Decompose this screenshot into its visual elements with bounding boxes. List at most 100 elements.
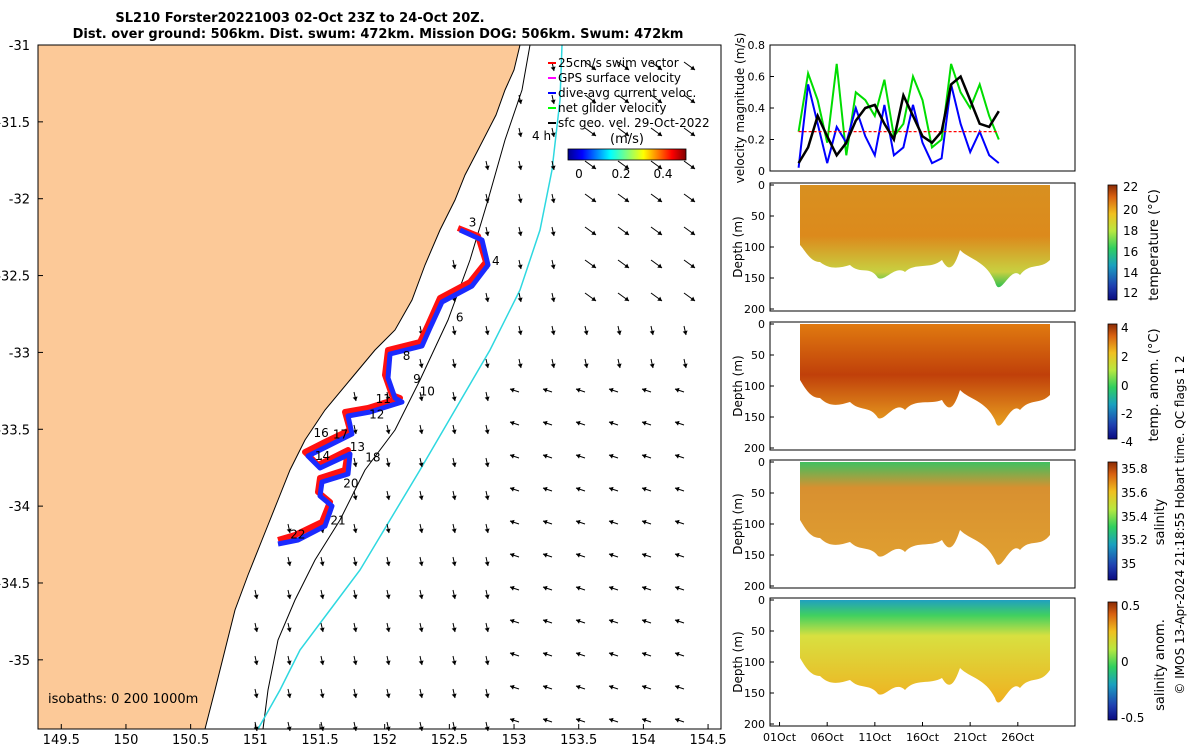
velocity-arrow [674,684,685,690]
velocity-y-tick-label: 0.4 [748,102,766,115]
velocity-arrow [683,226,696,236]
track-label: 8 [403,349,411,363]
velocity-arrow [608,420,619,426]
velocity-arrow [683,292,696,302]
velocity-arrow [650,61,663,71]
temperature-cb-label: temperature (°C) [1147,189,1162,301]
velocity-arrow [517,358,523,369]
velocity-arrow [617,193,630,203]
velocity-arrow [674,519,685,525]
velocity-arrow [641,486,652,492]
track-label: 13 [350,440,365,454]
four-hour-marker: 4 h [532,129,551,143]
velocity-arrow [550,325,556,336]
depth-ticks: 0 50 100 150 200 Depth (m) 0 50 100 150 200 Depth (… [731,179,774,731]
velocity-arrow [616,325,622,336]
velocity-arrow [650,160,663,170]
track-label: 11 [376,392,391,406]
legend-item-current: dive-avg current veloc. [548,86,696,100]
velocity-arrow [608,552,619,558]
depth-tick-label: 200 [744,580,765,593]
velocity-arrow [484,292,490,303]
colorbar-units: (m/s) [610,132,644,147]
velocity-arrow [542,585,553,591]
velocity-arrow [683,259,696,269]
velocity-arrow [385,589,391,600]
salinity-field [800,462,1050,565]
velocity-arrow [650,127,663,137]
depth-ylabel: Depth (m) [731,631,745,692]
colorbar-gradient [567,148,687,161]
velocity-arrow [509,453,520,459]
velocity-arrow [608,651,619,657]
depth-tick-label: 50 [751,349,765,362]
velocity-arrow [385,424,391,435]
velocity-arrow [484,226,490,237]
velocity-arrow [641,420,652,426]
title-line-2: Dist. over ground: 506km. Dist. swum: 47… [73,27,684,42]
velocity-arrow [650,94,663,104]
map-x-tick-label: 149.5 [43,733,80,748]
velocity-arrow [517,325,523,336]
temp-anom-colorbar [1107,323,1118,440]
map-x-tick-label: 154 [631,733,656,748]
map-x-tick-label: 154.5 [689,733,726,748]
velocity-arrow [352,688,358,699]
track-label: 10 [420,384,435,398]
velocity-arrow [484,622,490,633]
temp-anom-cb-tick-2: 2 [1121,350,1129,364]
track-label: 9 [413,372,421,386]
velocity-arrow [683,193,696,203]
velocity-arrow [683,160,696,170]
velocity-arrow [484,655,490,666]
velocity-arrow [550,160,556,171]
velocity-arrow [451,556,457,567]
map-y-tick-label: -33.5 [0,423,30,438]
isobath-1000m [257,44,563,730]
velocity-arrow [509,717,520,723]
velocity-arrow [674,387,685,393]
velocity-arrow [418,391,424,402]
velocity-arrow [484,589,490,600]
depth-tick-label: 100 [744,518,765,531]
temp-anom-cb-label: temp. anom. (°C) [1147,328,1162,441]
velocity-arrow [550,193,556,204]
velocity-arrow [253,622,259,633]
velocity-arrow [542,420,553,426]
track-label: 20 [343,477,358,491]
map-x-tick-label: 152.5 [431,733,468,748]
depth-tick-label: 200 [744,303,765,316]
velocity-arrow [286,688,292,699]
depth-ylabel: Depth (m) [731,493,745,554]
map-frame [37,44,722,730]
velocity-arrow [683,127,696,137]
velocity-series-line [797,74,1000,164]
track-label: 3 [469,215,477,229]
velocity-arrow [418,424,424,435]
velocity-arrow [674,420,685,426]
map-x-tick-label: 151.5 [301,733,338,748]
temperature-field [800,185,1050,288]
isobath-200m [262,44,531,730]
salinity-cb-tick-358: 35.8 [1121,462,1148,476]
velocity-arrow [418,457,424,468]
temp-anom-cb-tick-4: 4 [1121,321,1129,335]
velocity-arrow [286,589,292,600]
map-x-ticks: 149.5 150 150.5 151 151.5 152 152.5 153 153.5 154… [43,724,727,748]
velocity-arrow [575,453,586,459]
salinity-colorbar [1107,461,1118,581]
velocity-arrow [650,259,663,269]
velocity-arrow [286,655,292,666]
track-label: 17 [333,427,348,441]
track-label: 14 [315,449,330,463]
velocity-arrow [484,193,490,204]
map-x-tick-label: 153 [502,733,527,748]
velocity-arrow [650,193,663,203]
temp-anom-cb-tick-0: 0 [1121,379,1129,393]
velocity-arrow [583,358,589,369]
velocity-arrow [451,622,457,633]
velocity-arrow [418,556,424,567]
velocity-arrow [542,519,553,525]
